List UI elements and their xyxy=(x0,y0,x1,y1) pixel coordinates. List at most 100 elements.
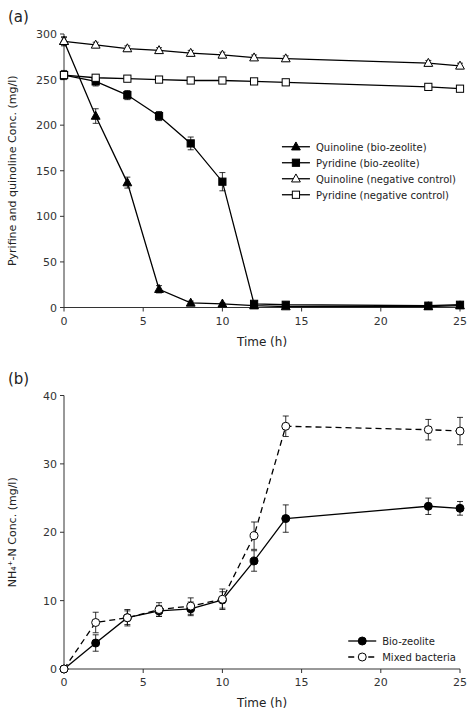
y-tick-label: 200 xyxy=(36,119,57,132)
data-point xyxy=(425,83,432,90)
legend-marker xyxy=(358,637,366,645)
series-line xyxy=(64,426,460,669)
data-point xyxy=(60,71,67,78)
panel: (a)0510152025050100150200250300Time (h)P… xyxy=(6,8,467,349)
figure: (a)0510152025050100150200250300Time (h)P… xyxy=(0,0,474,723)
data-point xyxy=(91,111,100,119)
legend-marker xyxy=(292,142,301,150)
error-bar xyxy=(124,610,130,626)
error-bar xyxy=(124,76,130,81)
plot-area xyxy=(60,36,465,309)
error-bar xyxy=(188,598,194,614)
legend-marker xyxy=(358,653,366,661)
data-point xyxy=(155,76,162,83)
x-tick xyxy=(460,669,461,673)
data-point xyxy=(424,302,433,310)
y-tick-label: 10 xyxy=(43,595,57,608)
x-tick-label: 0 xyxy=(61,676,68,689)
legend-label: Pyridine (bio-zeolite) xyxy=(316,158,420,169)
data-point xyxy=(155,606,163,614)
data-point xyxy=(250,53,259,61)
data-point xyxy=(425,302,432,309)
error-bar xyxy=(457,417,463,444)
data-point xyxy=(250,557,258,565)
x-tick xyxy=(301,669,302,673)
y-tick xyxy=(60,261,64,262)
x-tick-label: 15 xyxy=(295,676,309,689)
x-tick xyxy=(64,308,65,312)
legend-marker xyxy=(292,159,299,166)
data-point xyxy=(456,504,464,512)
error-bar xyxy=(61,70,67,79)
error-bar xyxy=(283,505,289,532)
data-point xyxy=(155,112,162,119)
data-point xyxy=(92,619,100,627)
data-point xyxy=(424,58,433,66)
data-point xyxy=(281,54,290,62)
data-point xyxy=(186,48,195,56)
y-tick-label: 20 xyxy=(43,526,57,539)
series-line xyxy=(64,41,460,66)
x-tick-label: 10 xyxy=(215,676,229,689)
error-bar xyxy=(156,77,162,82)
data-point xyxy=(424,502,432,510)
error-bar xyxy=(61,72,67,77)
series-line xyxy=(64,75,460,89)
error-bar xyxy=(219,78,225,83)
y-tick-label: 300 xyxy=(36,28,57,41)
x-axis-label: Time (h) xyxy=(236,335,287,349)
y-tick-label: 50 xyxy=(43,256,57,269)
y-tick xyxy=(60,34,64,35)
legend: Bio-zeoliteMixed bacteria xyxy=(348,636,456,663)
data-point xyxy=(123,178,132,186)
error-bar xyxy=(457,86,463,91)
y-tick xyxy=(60,170,64,171)
legend: Quinoline (bio-zeolite)Pyridine (bio-zeo… xyxy=(282,142,456,201)
error-bar xyxy=(156,603,162,617)
x-tick-label: 25 xyxy=(453,315,467,328)
data-point xyxy=(60,71,67,78)
data-point xyxy=(187,77,194,84)
y-axis-label: NH₄⁺-N Conc. (mg/l) xyxy=(6,477,19,587)
data-point xyxy=(218,596,226,604)
x-tick-label: 25 xyxy=(453,676,467,689)
data-point xyxy=(219,178,226,185)
x-tick xyxy=(143,308,144,312)
data-point xyxy=(424,426,432,434)
panel-title: (a) xyxy=(8,8,29,26)
data-point xyxy=(187,140,194,147)
x-tick xyxy=(301,308,302,312)
data-point xyxy=(60,36,69,44)
data-point xyxy=(60,36,69,44)
x-tick-label: 5 xyxy=(140,315,147,328)
data-point xyxy=(250,301,259,309)
data-point xyxy=(218,50,227,58)
data-point xyxy=(282,79,289,86)
y-tick xyxy=(60,463,64,464)
x-tick-label: 15 xyxy=(295,315,309,328)
data-point xyxy=(60,665,68,673)
x-tick xyxy=(222,308,223,312)
error-bar xyxy=(457,501,463,515)
data-point xyxy=(92,74,99,81)
x-tick xyxy=(143,669,144,673)
error-bar xyxy=(93,75,99,80)
data-point xyxy=(60,665,68,673)
data-point xyxy=(155,284,164,292)
data-point xyxy=(282,301,289,308)
data-point xyxy=(456,427,464,435)
error-bar xyxy=(188,137,194,150)
error-bar xyxy=(93,635,99,651)
data-point xyxy=(250,532,258,540)
panel: (b)0510152025010203040Time (h)NH₄⁺-N Con… xyxy=(6,370,467,711)
data-point xyxy=(124,91,131,98)
legend-marker xyxy=(292,191,299,198)
error-bar xyxy=(425,498,431,514)
error-bar xyxy=(188,78,194,83)
legend-label: Bio-zeolite xyxy=(382,636,435,647)
error-bar xyxy=(93,612,99,633)
y-tick-label: 150 xyxy=(36,165,57,178)
data-point xyxy=(456,301,465,309)
data-point xyxy=(123,614,131,622)
error-bar xyxy=(156,111,162,120)
